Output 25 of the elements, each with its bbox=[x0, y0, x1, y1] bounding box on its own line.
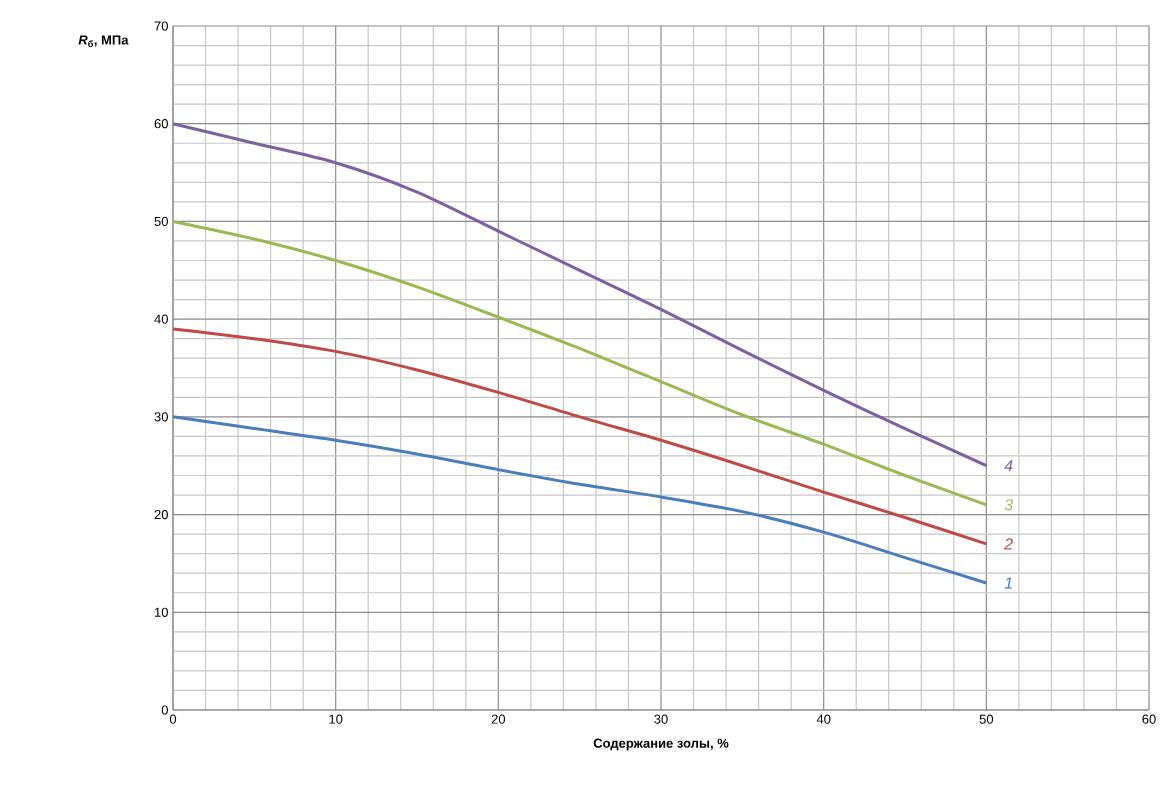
y-tick-label: 30 bbox=[154, 412, 168, 422]
x-tick-label: 40 bbox=[816, 714, 831, 724]
x-axis-title: Содержание золы, % bbox=[593, 738, 729, 751]
y-tick-label: 70 bbox=[154, 21, 168, 31]
x-tick-label: 30 bbox=[654, 714, 668, 724]
y-tick-label: 60 bbox=[154, 119, 168, 129]
y-tick-label: 10 bbox=[154, 607, 168, 617]
y-axis-title: R$_{б}$, МПа bbox=[78, 35, 129, 48]
x-tick-label: 0 bbox=[169, 714, 177, 724]
x-tick-label: 50 bbox=[979, 714, 994, 724]
series-label: 4 bbox=[1004, 460, 1013, 472]
line-series bbox=[171, 415, 988, 585]
y-tick-label: 50 bbox=[154, 216, 168, 227]
x-tick-label: 60 bbox=[1142, 714, 1156, 724]
series-label: 2 bbox=[1004, 538, 1013, 550]
line-series bbox=[171, 122, 988, 468]
series-label: 1 bbox=[1004, 577, 1012, 589]
x-tick-label: 20 bbox=[491, 714, 506, 724]
x-tick-label: 10 bbox=[329, 714, 343, 724]
y-tick-label: 0 bbox=[161, 705, 168, 715]
y-tick-label: 20 bbox=[154, 509, 168, 520]
y-tick-label: 40 bbox=[154, 314, 168, 324]
series-label: 3 bbox=[1004, 499, 1013, 511]
line-series bbox=[171, 219, 988, 507]
line-series bbox=[171, 327, 988, 546]
